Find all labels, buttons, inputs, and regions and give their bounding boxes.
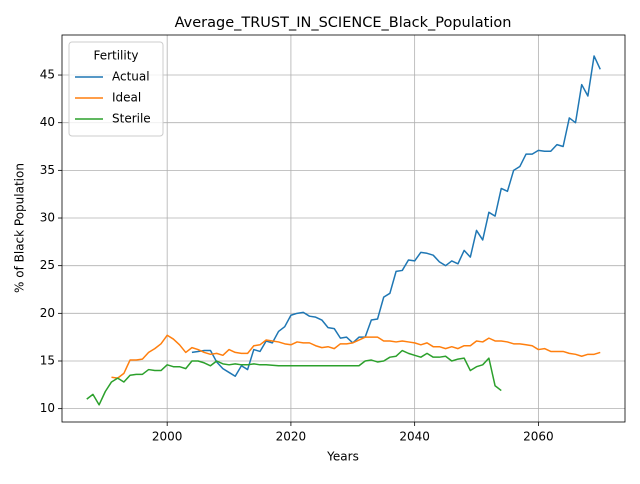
legend-title: Fertility [93, 49, 138, 63]
x-axis-label: Years [326, 450, 359, 464]
y-tick-label: 15 [40, 353, 55, 367]
y-tick-label: 10 [40, 401, 55, 415]
legend-label: Ideal [112, 91, 141, 105]
x-tick-label: 2040 [399, 430, 430, 444]
x-tick-label: 2060 [523, 430, 554, 444]
x-tick-label: 2000 [152, 430, 183, 444]
line [111, 334, 601, 379]
y-tick-label: 25 [40, 258, 55, 272]
y-axis-label: % of Black Population [13, 163, 27, 293]
chart-title: Average_TRUST_IN_SCIENCE_Black_Populatio… [175, 15, 512, 31]
line [86, 349, 502, 406]
line [191, 55, 601, 377]
legend-label: Actual [112, 70, 150, 84]
legend-box [68, 41, 164, 137]
axes-frame [61, 34, 626, 423]
y-tick-label: 45 [40, 68, 55, 82]
x-tick-label: 2020 [276, 430, 307, 444]
y-tick-label: 40 [40, 115, 55, 129]
legend-label: Sterile [112, 112, 151, 126]
y-tick-label: 35 [40, 163, 55, 177]
y-tick-label: 30 [40, 211, 55, 225]
y-tick-label: 20 [40, 306, 55, 320]
